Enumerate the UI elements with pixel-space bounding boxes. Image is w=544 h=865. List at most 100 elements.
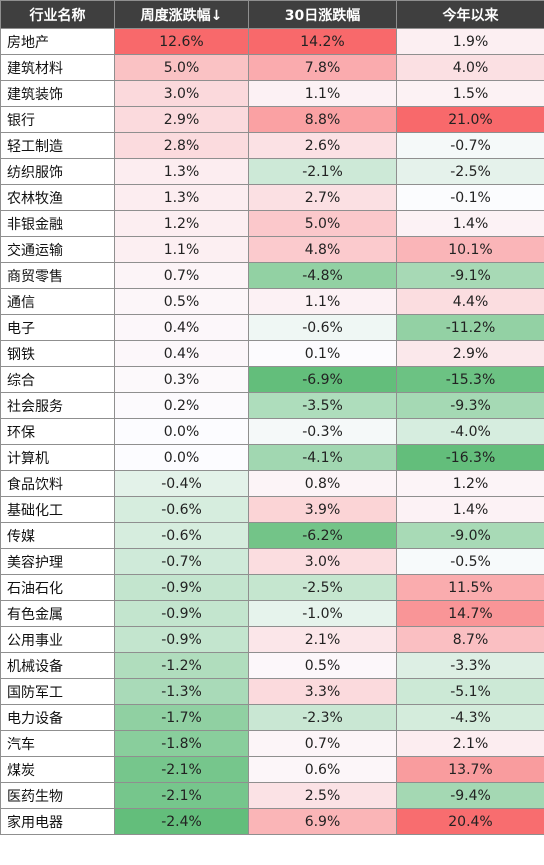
weekly-change-cell: 0.0%: [114, 418, 249, 445]
industry-name-cell: 非银金融: [0, 210, 115, 237]
ytd-change-cell: -16.3%: [396, 444, 544, 471]
ytd-change-cell: -9.3%: [396, 392, 544, 419]
ytd-change-cell: -3.3%: [396, 652, 544, 679]
ytd-change-cell: -15.3%: [396, 366, 544, 393]
weekly-change-cell: -0.9%: [114, 600, 249, 627]
weekly-change-cell: 0.2%: [114, 392, 249, 419]
industry-name-cell: 社会服务: [0, 392, 115, 419]
table-row: 公用事业 -0.9% 2.1% 8.7%: [0, 626, 544, 653]
ytd-change-cell: 2.9%: [396, 340, 544, 367]
d30-change-cell: -2.5%: [248, 574, 397, 601]
weekly-change-cell: -0.4%: [114, 470, 249, 497]
weekly-change-cell: 5.0%: [114, 54, 249, 81]
table-row: 社会服务 0.2% -3.5% -9.3%: [0, 392, 544, 419]
weekly-change-cell: 1.1%: [114, 236, 249, 263]
table-row: 建筑材料 5.0% 7.8% 4.0%: [0, 54, 544, 81]
table-row: 煤炭 -2.1% 0.6% 13.7%: [0, 756, 544, 783]
table-row: 传媒 -0.6% -6.2% -9.0%: [0, 522, 544, 549]
table-row: 基础化工 -0.6% 3.9% 1.4%: [0, 496, 544, 523]
industry-name-cell: 通信: [0, 288, 115, 315]
d30-change-cell: -1.0%: [248, 600, 397, 627]
weekly-change-cell: 0.5%: [114, 288, 249, 315]
industry-name-cell: 建筑材料: [0, 54, 115, 81]
industry-name-cell: 传媒: [0, 522, 115, 549]
table-row: 电子 0.4% -0.6% -11.2%: [0, 314, 544, 341]
weekly-change-cell: -2.4%: [114, 808, 249, 835]
ytd-change-cell: 20.4%: [396, 808, 544, 835]
industry-name-cell: 综合: [0, 366, 115, 393]
ytd-change-cell: -9.0%: [396, 522, 544, 549]
weekly-change-cell: -0.7%: [114, 548, 249, 575]
table-row: 计算机 0.0% -4.1% -16.3%: [0, 444, 544, 471]
industry-name-cell: 轻工制造: [0, 132, 115, 159]
d30-change-cell: 4.8%: [248, 236, 397, 263]
weekly-change-cell: 0.7%: [114, 262, 249, 289]
header-ytd-change[interactable]: 今年以来: [396, 0, 544, 29]
d30-change-cell: 3.3%: [248, 678, 397, 705]
industry-name-cell: 电力设备: [0, 704, 115, 731]
industry-name-cell: 机械设备: [0, 652, 115, 679]
d30-change-cell: -4.1%: [248, 444, 397, 471]
industry-name-cell: 食品饮料: [0, 470, 115, 497]
table-row: 有色金属 -0.9% -1.0% 14.7%: [0, 600, 544, 627]
ytd-change-cell: -5.1%: [396, 678, 544, 705]
d30-change-cell: -6.2%: [248, 522, 397, 549]
ytd-change-cell: 21.0%: [396, 106, 544, 133]
d30-change-cell: 2.6%: [248, 132, 397, 159]
industry-name-cell: 农林牧渔: [0, 184, 115, 211]
weekly-change-cell: 0.4%: [114, 314, 249, 341]
industry-name-cell: 商贸零售: [0, 262, 115, 289]
industry-name-cell: 电子: [0, 314, 115, 341]
header-30d-change[interactable]: 30日涨跌幅: [248, 0, 397, 29]
d30-change-cell: 2.7%: [248, 184, 397, 211]
ytd-change-cell: -11.2%: [396, 314, 544, 341]
table-body: 房地产 12.6% 14.2% 1.9% 建筑材料 5.0% 7.8% 4.0% 建筑装饰 3.0…: [0, 28, 544, 835]
ytd-change-cell: -0.5%: [396, 548, 544, 575]
weekly-change-cell: -0.9%: [114, 626, 249, 653]
table-row: 农林牧渔 1.3% 2.7% -0.1%: [0, 184, 544, 211]
weekly-change-cell: 12.6%: [114, 28, 249, 55]
d30-change-cell: 0.8%: [248, 470, 397, 497]
d30-change-cell: 3.9%: [248, 496, 397, 523]
ytd-change-cell: -4.0%: [396, 418, 544, 445]
ytd-change-cell: 1.2%: [396, 470, 544, 497]
d30-change-cell: 2.1%: [248, 626, 397, 653]
table-row: 美容护理 -0.7% 3.0% -0.5%: [0, 548, 544, 575]
weekly-change-cell: 2.9%: [114, 106, 249, 133]
table-row: 家用电器 -2.4% 6.9% 20.4%: [0, 808, 544, 835]
weekly-change-cell: -1.7%: [114, 704, 249, 731]
table-row: 非银金融 1.2% 5.0% 1.4%: [0, 210, 544, 237]
ytd-change-cell: 1.5%: [396, 80, 544, 107]
weekly-change-cell: -0.6%: [114, 496, 249, 523]
ytd-change-cell: -9.4%: [396, 782, 544, 809]
industry-name-cell: 美容护理: [0, 548, 115, 575]
d30-change-cell: 0.5%: [248, 652, 397, 679]
ytd-change-cell: 1.4%: [396, 496, 544, 523]
ytd-change-cell: 13.7%: [396, 756, 544, 783]
industry-name-cell: 交通运输: [0, 236, 115, 263]
table-row: 建筑装饰 3.0% 1.1% 1.5%: [0, 80, 544, 107]
d30-change-cell: -0.6%: [248, 314, 397, 341]
d30-change-cell: 8.8%: [248, 106, 397, 133]
weekly-change-cell: 1.3%: [114, 158, 249, 185]
table-row: 银行 2.9% 8.8% 21.0%: [0, 106, 544, 133]
header-industry-name[interactable]: 行业名称: [0, 0, 115, 29]
header-weekly-change[interactable]: 周度涨跌幅↓: [114, 0, 249, 29]
d30-change-cell: 3.0%: [248, 548, 397, 575]
weekly-change-cell: -0.9%: [114, 574, 249, 601]
industry-name-cell: 建筑装饰: [0, 80, 115, 107]
industry-name-cell: 家用电器: [0, 808, 115, 835]
industry-name-cell: 公用事业: [0, 626, 115, 653]
d30-change-cell: 6.9%: [248, 808, 397, 835]
industry-name-cell: 钢铁: [0, 340, 115, 367]
table-row: 纺织服饰 1.3% -2.1% -2.5%: [0, 158, 544, 185]
ytd-change-cell: -2.5%: [396, 158, 544, 185]
weekly-change-cell: 0.0%: [114, 444, 249, 471]
ytd-change-cell: 4.0%: [396, 54, 544, 81]
weekly-change-cell: -2.1%: [114, 782, 249, 809]
ytd-change-cell: 8.7%: [396, 626, 544, 653]
d30-change-cell: 0.7%: [248, 730, 397, 757]
d30-change-cell: 14.2%: [248, 28, 397, 55]
d30-change-cell: 2.5%: [248, 782, 397, 809]
ytd-change-cell: 4.4%: [396, 288, 544, 315]
